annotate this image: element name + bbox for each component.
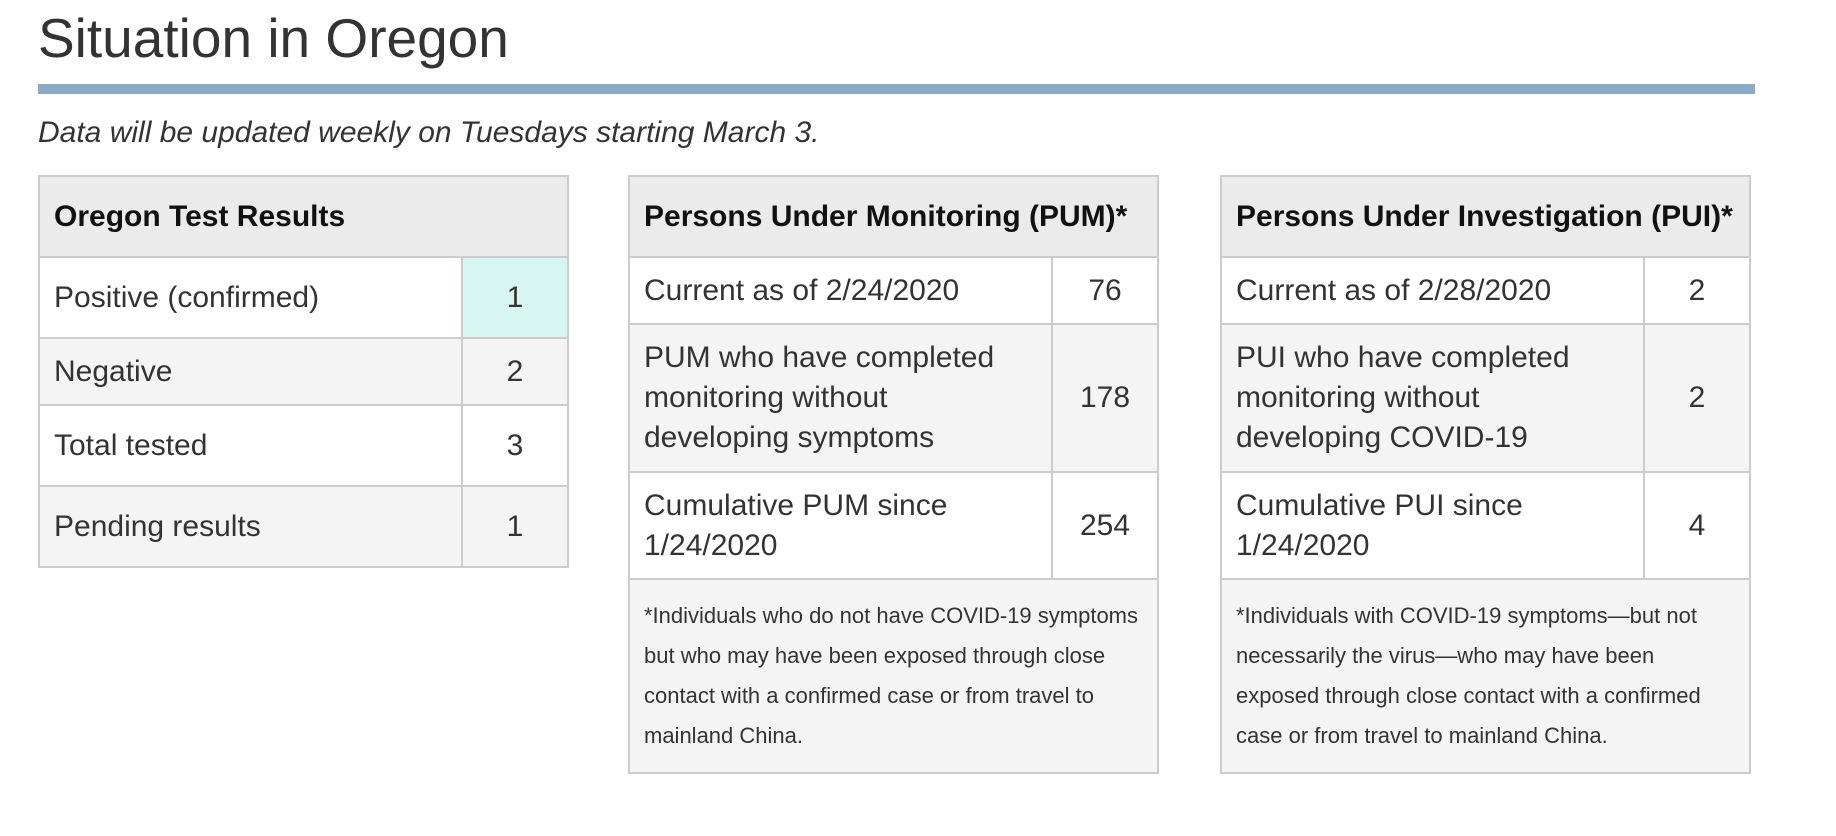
row-label: Cumulative PUI since 1/24/2020: [1220, 471, 1645, 580]
total-value: 3: [460, 404, 570, 487]
row-label: Pending results: [38, 485, 463, 568]
pum-table: Persons Under Monitoring (PUM)* Current …: [628, 175, 1159, 774]
row-label: Positive (confirmed): [38, 256, 463, 339]
table-row-completed: PUM who have completed monitoring withou…: [628, 323, 1159, 473]
pum-completed-value: 178: [1051, 323, 1159, 473]
pui-header: Persons Under Investigation (PUI)*: [1219, 175, 1752, 258]
table-header-row: Persons Under Investigation (PUI)*: [1219, 175, 1752, 258]
pum-footnote: *Individuals who do not have COVID-19 sy…: [628, 578, 1159, 774]
pui-cumulative-value: 4: [1642, 471, 1752, 580]
row-label: Current as of 2/24/2020: [628, 256, 1053, 325]
table-row-pending: Pending results 1: [38, 485, 570, 568]
row-label: PUM who have completed monitoring withou…: [628, 323, 1053, 473]
page-title: Situation in Oregon: [38, 7, 509, 69]
table-row-completed: PUI who have completed monitoring withou…: [1220, 323, 1752, 473]
pum-header: Persons Under Monitoring (PUM)*: [628, 175, 1159, 258]
table-header-row: Persons Under Monitoring (PUM)*: [628, 175, 1159, 258]
row-label: Cumulative PUM since 1/24/2020: [628, 471, 1053, 580]
pui-footnote: *Individuals with COVID-19 symptoms—but …: [1219, 578, 1752, 774]
table-row-footnote: *Individuals with COVID-19 symptoms—but …: [1219, 578, 1752, 774]
row-label: Negative: [38, 337, 463, 406]
test-results-header: Oregon Test Results: [37, 175, 570, 258]
negative-value: 2: [460, 337, 570, 406]
row-label: PUI who have completed monitoring withou…: [1220, 323, 1645, 473]
row-label: Total tested: [38, 404, 463, 487]
pui-table: Persons Under Investigation (PUI)* Curre…: [1219, 175, 1752, 774]
table-row-total: Total tested 3: [38, 404, 570, 487]
table-row-positive: Positive (confirmed) 1: [38, 256, 570, 339]
table-header-row: Oregon Test Results: [37, 175, 570, 258]
table-row-current: Current as of 2/28/2020 2: [1220, 256, 1752, 325]
table-row-footnote: *Individuals who do not have COVID-19 sy…: [628, 578, 1159, 774]
table-row-negative: Negative 2: [38, 337, 570, 406]
pui-completed-value: 2: [1642, 323, 1752, 473]
test-results-table: Oregon Test Results Positive (confirmed)…: [37, 175, 570, 568]
row-label: Current as of 2/28/2020: [1220, 256, 1645, 325]
positive-value: 1: [460, 256, 570, 339]
update-note: Data will be updated weekly on Tuesdays …: [38, 116, 820, 149]
title-rule: [38, 84, 1755, 94]
table-row-cumulative: Cumulative PUI since 1/24/2020 4: [1220, 471, 1752, 580]
pum-current-value: 76: [1051, 256, 1159, 325]
table-row-cumulative: Cumulative PUM since 1/24/2020 254: [628, 471, 1159, 580]
pum-cumulative-value: 254: [1051, 471, 1159, 580]
pui-current-value: 2: [1642, 256, 1752, 325]
pending-value: 1: [460, 485, 570, 568]
table-row-current: Current as of 2/24/2020 76: [628, 256, 1159, 325]
